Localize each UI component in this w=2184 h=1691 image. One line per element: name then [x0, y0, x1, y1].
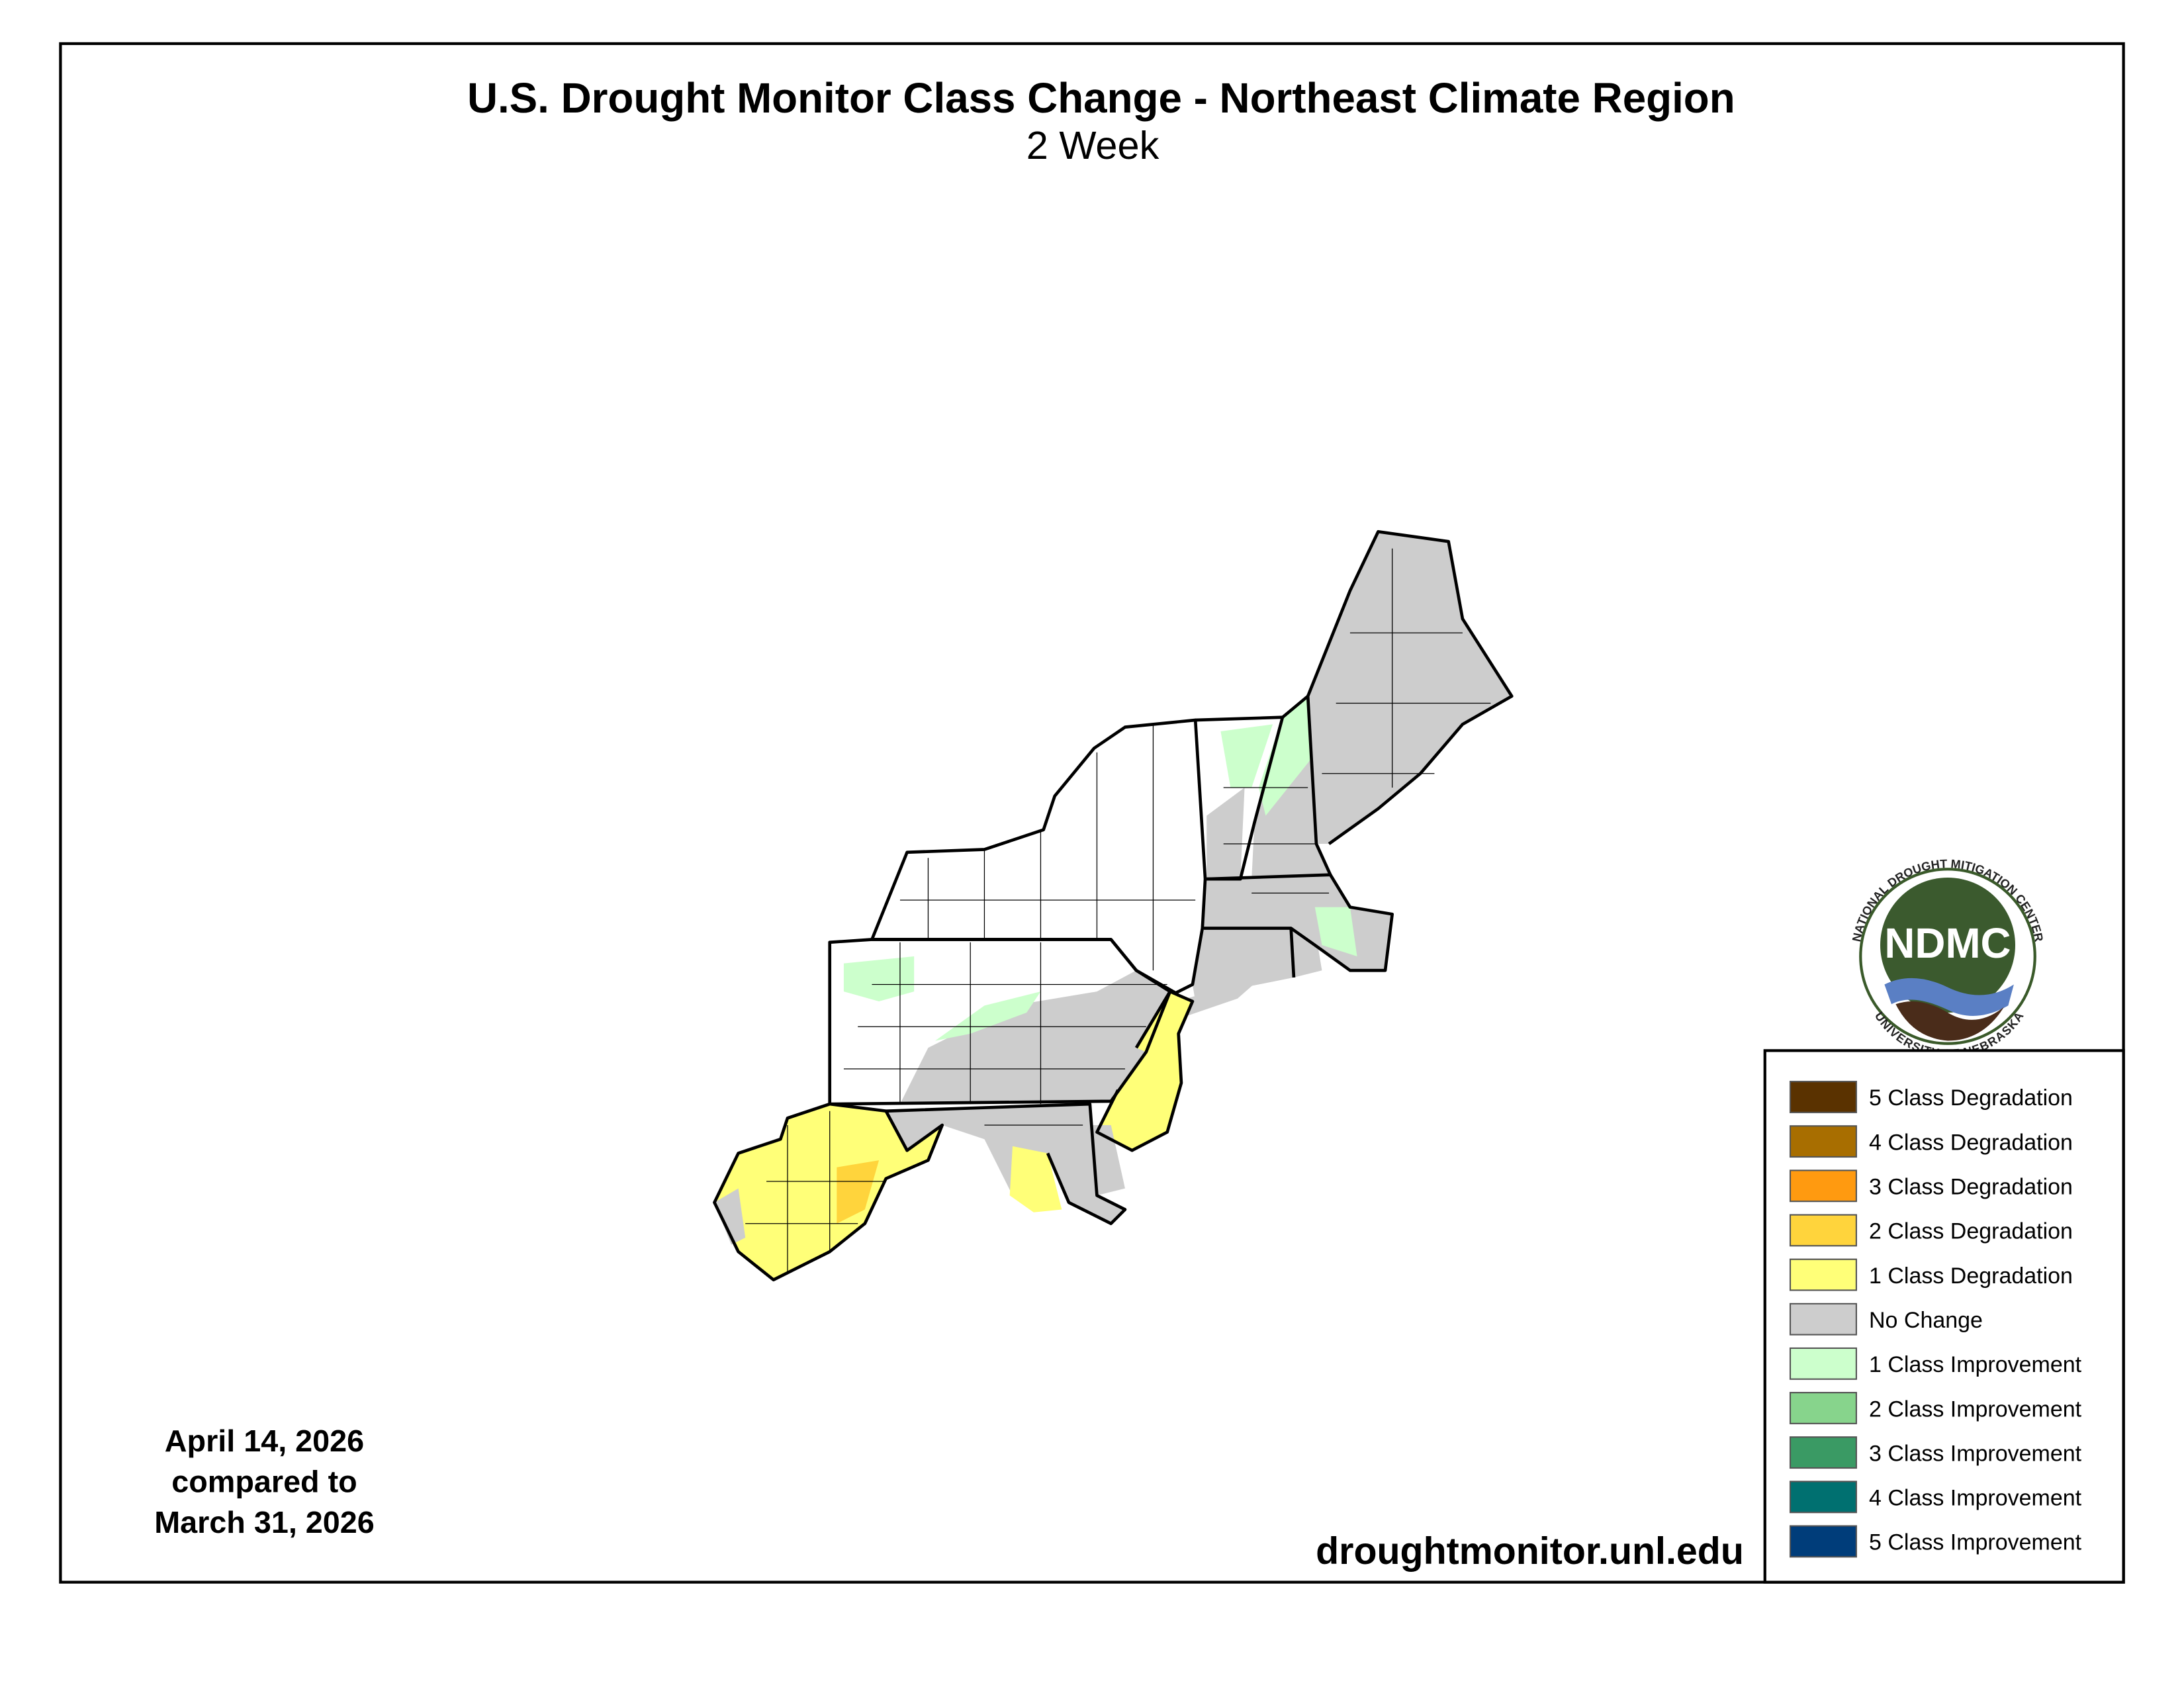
map [713, 529, 1514, 1282]
logo-acronym: NDMC [1884, 919, 2011, 967]
legend-swatch [1789, 1081, 1857, 1113]
rhode-island [1291, 928, 1322, 978]
pa-no-change [899, 970, 1170, 1105]
legend-label: 5 Class Degradation [1869, 1085, 2073, 1111]
date-note: April 14, 2026 compared to March 31, 2026 [154, 1424, 375, 1539]
west-virginia [714, 1104, 942, 1280]
vt-improvement [1220, 724, 1273, 788]
logo-earth [1895, 1001, 2005, 1041]
wv-2-class [837, 1160, 880, 1224]
legend-label: 2 Class Degradation [1869, 1219, 2073, 1244]
legend-swatch [1789, 1525, 1857, 1558]
pa-improvement [843, 956, 915, 1001]
legend-label: No Change [1869, 1308, 1983, 1333]
legend-label: 5 Class Improvement [1869, 1530, 2082, 1555]
county-lines [745, 548, 1491, 1273]
state-borders [713, 529, 1514, 1282]
wv-no-change [714, 1188, 746, 1245]
legend-swatch [1789, 1481, 1857, 1514]
legend-swatch [1789, 1347, 1857, 1380]
vt-no-change [1206, 788, 1245, 880]
legend-swatch [1789, 1125, 1857, 1158]
date-line: compared to [171, 1465, 357, 1499]
legend-swatch [1789, 1436, 1857, 1469]
subtitle: 2 Week [1026, 123, 1160, 167]
new-york [872, 720, 1206, 993]
legend-label: 1 Class Improvement [1869, 1352, 2082, 1377]
legend-label: 3 Class Improvement [1869, 1441, 2082, 1466]
new-jersey [1097, 991, 1193, 1151]
md-degradation [1009, 1146, 1062, 1212]
legend-swatch [1789, 1303, 1857, 1336]
date-line: March 31, 2026 [154, 1505, 375, 1539]
source-url: droughtmonitor.unl.edu [1316, 1530, 1744, 1573]
ma-improvement [1314, 907, 1357, 956]
nh-improvement [1258, 696, 1311, 816]
legend-label: 4 Class Improvement [1869, 1486, 2082, 1511]
legend-swatch [1789, 1258, 1857, 1291]
legend-label: 4 Class Degradation [1869, 1130, 2073, 1155]
connecticut [1192, 928, 1294, 1001]
legend-label: 1 Class Degradation [1869, 1263, 2073, 1289]
delaware [1089, 1124, 1125, 1196]
logo-water [1884, 978, 2014, 1016]
legend-swatch [1789, 1214, 1857, 1247]
title: U.S. Drought Monitor Class Change - Nort… [467, 74, 1735, 122]
legend-label: 3 Class Degradation [1869, 1175, 2073, 1200]
pa-improvement-2 [935, 991, 1041, 1041]
legend-swatch [1789, 1392, 1857, 1424]
date-line: April 14, 2026 [165, 1424, 364, 1458]
legend: 5 Class Degradation 4 Class Degradation 3 … [1789, 1081, 2082, 1558]
legend-swatch [1789, 1169, 1857, 1203]
legend-label: 2 Class Improvement [1869, 1396, 2082, 1422]
